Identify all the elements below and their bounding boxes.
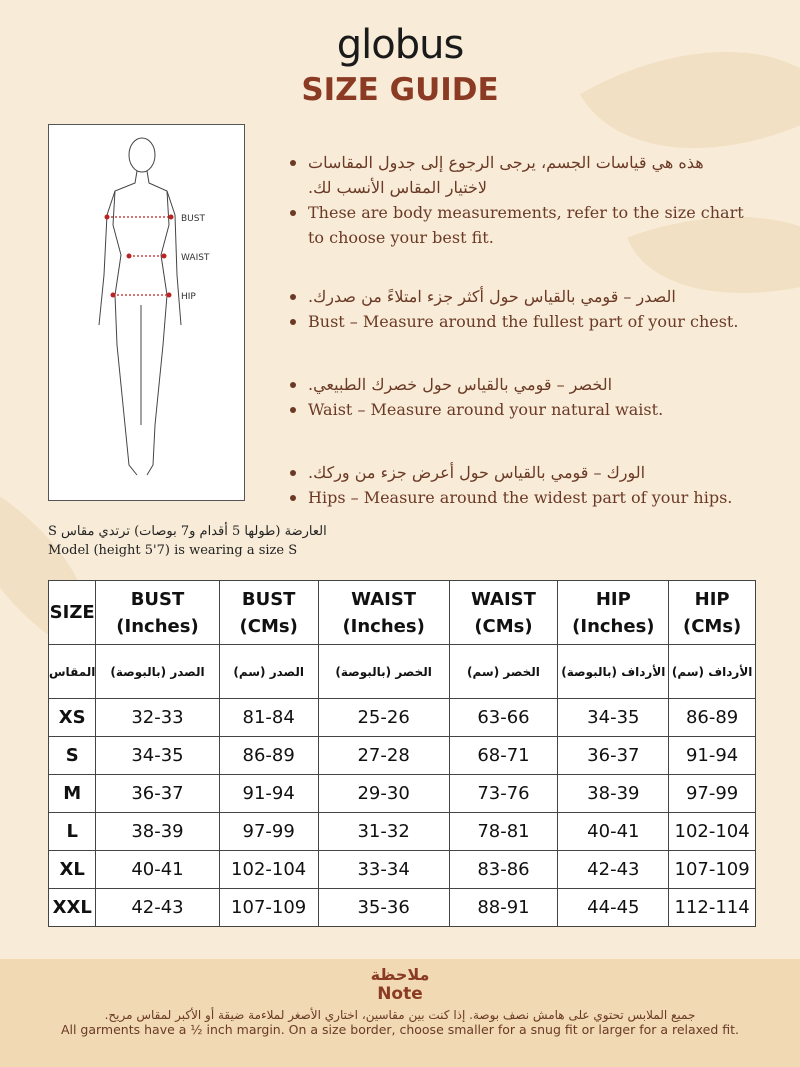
table-cell: HIP (Inches) [557,580,670,645]
table-cell: 107-109 [668,850,756,889]
table-row: XS 32-33 81-84 25-26 63-66 34-35 86-89 [47,698,756,737]
table-cell: 27-28 [317,736,450,775]
table-row: S 34-35 86-89 27-28 68-71 36-37 91-94 [47,736,756,775]
table-cell: 42-43 [95,888,220,927]
note-title-ar: ملاحظة [370,965,430,984]
table-cell: 68-71 [448,736,559,775]
table-cell: 25-26 [317,698,450,737]
brand-logo: globus [336,22,465,68]
table-cell: 102-104 [668,812,756,851]
waist-label: WAIST [181,253,210,263]
bullet-ar: الخصر – قومي بالقياس حول خصرك الطبيعي. [288,372,748,397]
table-cell: 97-99 [668,774,756,813]
table-cell: 38-39 [557,774,670,813]
table-row: XXL 42-43 107-109 35-36 88-91 44-45 112-114 [47,888,756,927]
table-cell: 40-41 [557,812,670,851]
table-cell: 97-99 [218,812,319,851]
table-cell: الصدر (بالبوصة) [95,644,220,699]
table-header-row: SIZE BUST (Inches) BUST (CMs) WAIST (Inches… [47,580,756,645]
hip-label: HIP [181,292,196,302]
size-cell: XS [47,698,97,737]
table-cell: WAIST (CMs) [448,580,559,645]
table-cell: 63-66 [448,698,559,737]
table-cell: الخصر (سم) [448,644,559,699]
note-section: ملاحظة Note جميع الملابس تحتوي على هامش … [0,959,800,1067]
note-title-en: Note [377,984,423,1004]
bust-label: BUST [181,214,205,224]
table-cell: 44-45 [557,888,670,927]
table-cell: 102-104 [218,850,319,889]
table-cell: 91-94 [668,736,756,775]
body-outline-illustration: BUST WAIST HIP [98,137,210,476]
bullet-en: Waist – Measure around your natural wais… [288,397,748,422]
table-cell: BUST (CMs) [218,580,319,645]
table-cell: 107-109 [218,888,319,927]
table-cell: الأرداف (سم) [668,644,756,699]
bullet-en: Bust – Measure around the fullest part o… [288,309,748,334]
measurement-instructions: هذه هي قياسات الجسم، يرجى الرجوع إلى جدو… [288,150,748,510]
size-cell: XXL [47,888,97,927]
size-cell: SIZE [47,580,97,645]
table-cell: 38-39 [95,812,220,851]
table-cell: 32-33 [95,698,220,737]
table-cell: 29-30 [317,774,450,813]
model-info: العارضة (طولها 5 أقدام و7 بوصات) ترتدي م… [48,522,327,560]
size-cell: XL [47,850,97,889]
size-cell: L [47,812,97,851]
table-cell: 40-41 [95,850,220,889]
table-cell: الأرداف (بالبوصة) [557,644,670,699]
table-cell: 36-37 [95,774,220,813]
table-row: M 36-37 91-94 29-30 73-76 38-39 97-99 [47,774,756,813]
size-cell: M [47,774,97,813]
model-info-en: Model (height 5'7) is wearing a size S [48,543,298,558]
bullet-en: These are body measurements, refer to th… [288,200,748,250]
table-cell: WAIST (Inches) [317,580,450,645]
table-cell: 34-35 [557,698,670,737]
table-cell: 36-37 [557,736,670,775]
note-text-en: All garments have a ½ inch margin. On a … [60,1022,740,1037]
table-cell: 88-91 [448,888,559,927]
table-cell: 73-76 [448,774,559,813]
table-row: L 38-39 97-99 31-32 78-81 40-41 102-104 [47,812,756,851]
table-cell: الخصر (بالبوصة) [317,644,450,699]
bullet-ar: الورك – قومي بالقياس حول أعرض جزء من ورك… [288,460,748,485]
table-cell: 35-36 [317,888,450,927]
table-cell: 83-86 [448,850,559,889]
bullet-ar: الصدر – قومي بالقياس حول أكثر جزء امتلاء… [288,284,748,309]
table-cell: 112-114 [668,888,756,927]
table-cell: 86-89 [668,698,756,737]
table-cell: 78-81 [448,812,559,851]
table-cell: 34-35 [95,736,220,775]
bullet-ar: هذه هي قياسات الجسم، يرجى الرجوع إلى جدو… [288,150,748,200]
table-cell: 86-89 [218,736,319,775]
table-cell: HIP (CMs) [668,580,756,645]
bullet-en: Hips – Measure around the widest part of… [288,485,748,510]
model-info-ar: العارضة (طولها 5 أقدام و7 بوصات) ترتدي م… [48,524,327,539]
size-chart-table: SIZE BUST (Inches) BUST (CMs) WAIST (Inches… [47,580,756,927]
note-text-ar: جميع الملابس تحتوي على هامش نصف بوصة. إذ… [104,1008,696,1022]
size-cell: S [47,736,97,775]
size-cell: المقاس [47,644,97,699]
table-cell: 81-84 [218,698,319,737]
table-cell: 31-32 [317,812,450,851]
page-title: SIZE GUIDE [301,72,499,108]
body-measurement-figure: BUST WAIST HIP [48,124,245,501]
table-cell: الصدر (سم) [218,644,319,699]
table-cell: 42-43 [557,850,670,889]
table-header-row-ar: المقاس الصدر (بالبوصة) الصدر (سم) الخصر (با… [47,644,756,699]
table-row: XL 40-41 102-104 33-34 83-86 42-43 107-109 [47,850,756,889]
table-cell: 33-34 [317,850,450,889]
table-cell: BUST (Inches) [95,580,220,645]
table-cell: 91-94 [218,774,319,813]
